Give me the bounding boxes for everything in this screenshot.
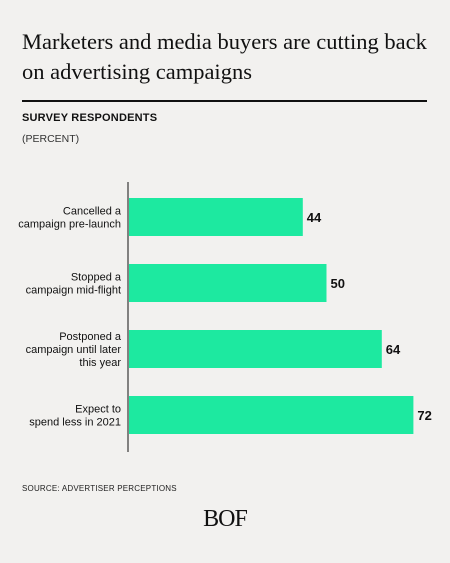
bar [129,396,414,434]
category-label: Expect to spend less in 2021 [29,404,121,429]
category-label: Postponed a campaign until later this year [26,331,122,369]
bar-value-label: 72 [417,408,431,423]
bar [129,198,303,236]
bar-value-label: 44 [307,210,322,225]
bar-value-label: 64 [386,342,401,357]
bar-chart: 44 Cancelled a campaign pre-launch 50 Stoppe… [18,182,432,452]
category-label: Cancelled a campaign pre-launch [18,206,122,231]
bar [129,264,327,302]
title-divider [22,100,427,102]
bar-value-label: 50 [331,276,345,291]
brand-logo: BOF [203,506,248,532]
chart-subtitle: SURVEY RESPONDENTS [22,112,158,124]
bar [129,330,382,368]
unit-label: (PERCENT) [22,133,80,145]
category-label: Stopped a campaign mid-flight [26,272,122,297]
source-note: SOURCE: ADVERTISER PERCEPTIONS [22,484,177,493]
chart-title: Marketers and media buyers are cutting b… [22,29,427,84]
